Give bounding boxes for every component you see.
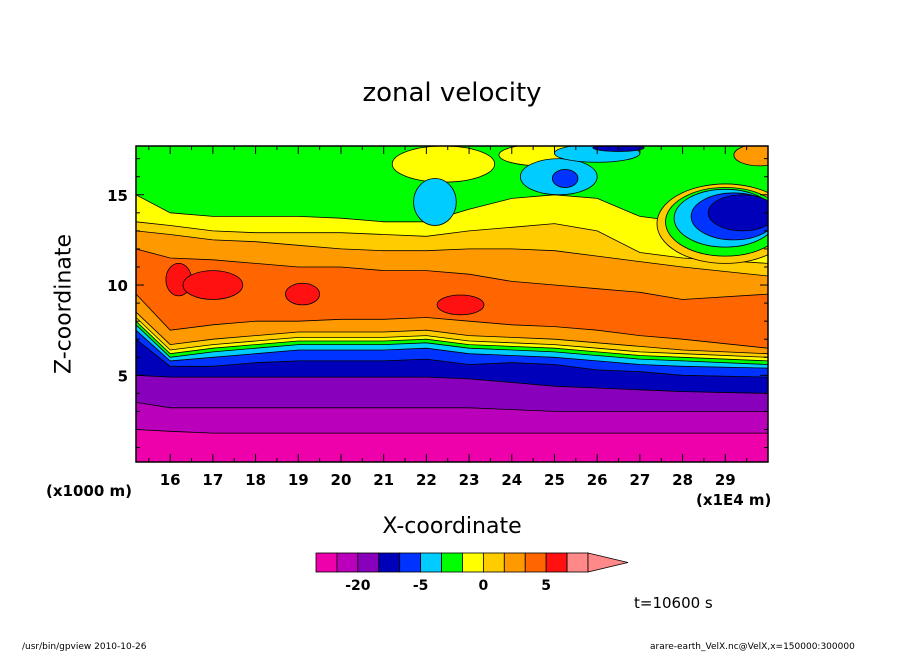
x-tick-label: 17	[202, 471, 223, 489]
colorbar-extend-arrow	[587, 552, 629, 573]
colorbar-tick-label: -5	[413, 578, 429, 594]
x-axis: 16 17 18 19 20 21 22 23 24 25 26 27 28 29	[148, 146, 748, 489]
colorbar-swatch	[503, 552, 526, 573]
x-tick-label: 29	[715, 471, 736, 489]
colorbar-swatch	[482, 552, 505, 573]
contour-field	[136, 146, 768, 462]
colorbar-swatch	[524, 552, 547, 573]
contour-cell	[707, 194, 768, 232]
time-annotation: t=10600 s	[634, 594, 713, 612]
chart-title: zonal velocity	[362, 78, 542, 108]
footer-program: /usr/bin/gpview 2010-10-26	[22, 642, 147, 652]
x-tick-label: 21	[373, 471, 394, 489]
contour-cell	[436, 294, 485, 316]
colorbar-swatch	[315, 552, 338, 573]
x-axis-label: X-coordinate	[382, 514, 522, 539]
colorbar-swatch	[441, 552, 463, 573]
colorbar: -20 -5 0 5	[315, 552, 629, 594]
colorbar-swatch	[336, 552, 359, 573]
y-axis-unit: (x1000 m)	[46, 482, 132, 500]
x-tick-label: 20	[331, 471, 352, 489]
x-tick-label: 19	[288, 471, 309, 489]
contour-band	[136, 429, 768, 462]
y-axis-label: Z-coordinate	[51, 234, 77, 374]
x-axis-unit: (x1E4 m)	[696, 491, 772, 509]
x-tick-label: 16	[160, 471, 181, 489]
contour-cell	[391, 146, 496, 183]
colorbar-tick-label: 0	[479, 578, 489, 594]
x-tick-label: 24	[501, 471, 522, 489]
colorbar-tick-label: 5	[541, 578, 551, 594]
contour-cell	[285, 282, 321, 306]
x-tick-label: 23	[459, 471, 480, 489]
contour-cell	[551, 169, 579, 188]
y-tick-label: 5	[118, 367, 128, 385]
plot-frame	[135, 145, 769, 463]
contour-cell	[182, 270, 244, 300]
colorbar-swatch	[357, 552, 380, 573]
x-tick-label: 26	[587, 471, 608, 489]
x-tick-label: 28	[672, 471, 693, 489]
x-tick-label: 18	[245, 471, 266, 489]
y-axis: 5 10 15	[107, 158, 768, 449]
x-tick-label: 27	[629, 471, 650, 489]
colorbar-swatch	[420, 552, 442, 573]
colorbar-swatch	[462, 552, 484, 573]
colorbar-swatch	[545, 552, 568, 573]
contour-cell	[413, 178, 457, 226]
x-tick-label: 25	[544, 471, 565, 489]
footer-source: arare-earth_VelX.nc@VelX,x=150000:300000	[650, 642, 855, 652]
y-tick-label: 10	[107, 277, 128, 295]
colorbar-tick-label: -20	[345, 578, 371, 594]
contour-cell	[733, 146, 768, 167]
y-tick-label: 15	[107, 187, 128, 205]
colorbar-swatch	[399, 552, 422, 573]
colorbar-swatch	[566, 552, 589, 573]
colorbar-swatch	[378, 552, 401, 573]
x-tick-label: 22	[416, 471, 437, 489]
